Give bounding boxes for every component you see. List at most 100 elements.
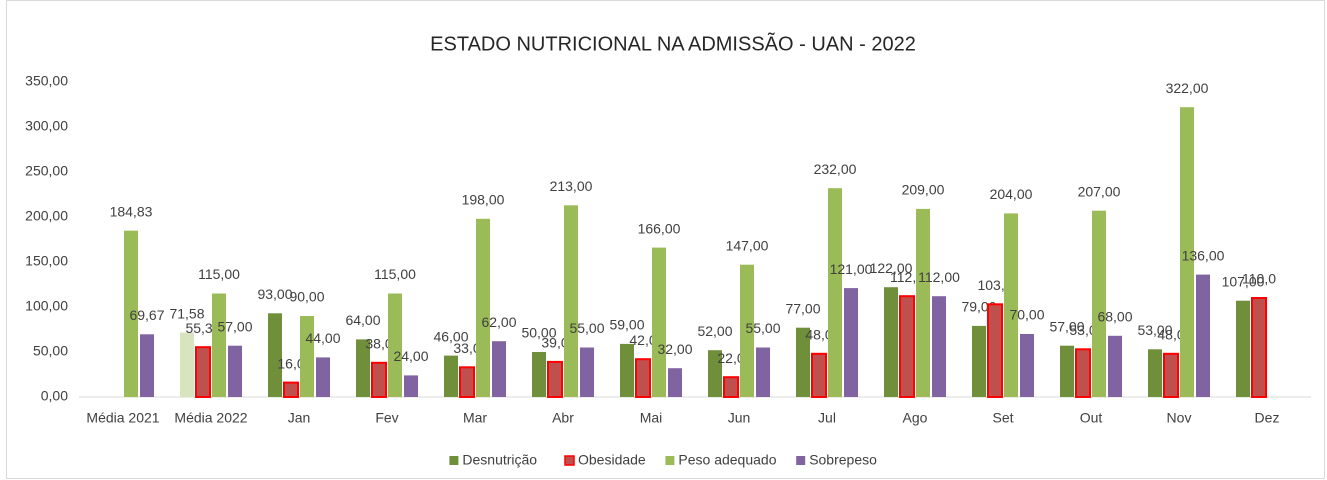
bar [180, 332, 194, 397]
y-tick-label: 250,00 [25, 163, 68, 179]
value-label: 70,00 [1009, 307, 1044, 323]
bar [444, 355, 458, 397]
x-tick-label: Mar [463, 410, 487, 426]
bar [620, 343, 634, 397]
value-label: 32,00 [657, 341, 692, 357]
bar [844, 288, 858, 397]
legend-label: Peso adequado [678, 452, 776, 468]
legend-label: Sobrepeso [809, 452, 877, 468]
value-label: 322,00 [1166, 80, 1209, 96]
bar [723, 376, 739, 399]
bar [140, 334, 154, 397]
value-label: 209,00 [902, 182, 945, 198]
value-label: 57,00 [217, 318, 252, 334]
y-tick-label: 350,00 [25, 73, 68, 89]
value-label: 107,00 [1222, 273, 1265, 289]
value-label: 55,35 [185, 320, 220, 336]
x-tick-label: Set [992, 410, 1013, 426]
bar [1004, 213, 1018, 397]
bar [356, 339, 370, 397]
x-tick-label: Dez [1255, 410, 1280, 426]
bar [796, 327, 810, 397]
value-label: 136,00 [1182, 247, 1225, 263]
x-tick-label: Nov [1167, 410, 1192, 426]
x-tick-label: Fev [375, 410, 398, 426]
bar [476, 218, 490, 397]
y-tick-label: 0,00 [41, 388, 68, 404]
bar [932, 296, 946, 397]
bar [547, 360, 563, 398]
value-label: 112,00 [918, 269, 960, 285]
bar [987, 303, 1003, 398]
bar [1196, 274, 1210, 397]
bar [268, 313, 282, 397]
value-label: 55,00 [745, 320, 780, 336]
value-label: 115,00 [198, 266, 240, 282]
bar [1163, 352, 1179, 398]
value-label: 90,00 [289, 289, 324, 305]
bar [532, 352, 546, 397]
bar [1020, 334, 1034, 397]
legend-label: Obesidade [578, 452, 646, 468]
value-label: 112,0 [890, 269, 924, 285]
value-label: 22,0 [717, 350, 744, 366]
value-label: 42,0 [629, 332, 656, 348]
value-label: 110,0 [1242, 271, 1276, 287]
value-label: 77,00 [785, 300, 820, 316]
bar [580, 347, 594, 397]
y-tick-label: 50,00 [33, 343, 68, 359]
x-tick-label: Jul [818, 410, 836, 426]
bar [668, 368, 682, 397]
value-label: 115,00 [374, 266, 416, 282]
legend-swatch [796, 456, 806, 465]
value-label: 62,00 [481, 314, 516, 330]
legend-label: Desnutrição [462, 452, 537, 468]
bar [884, 287, 898, 397]
legend-swatch [564, 455, 575, 466]
x-tick-label: Ago [903, 410, 928, 426]
bar [124, 230, 138, 397]
value-label: 147,00 [726, 237, 769, 253]
bar [811, 352, 827, 398]
value-label: 57,00 [1049, 318, 1084, 334]
x-tick-label: Jan [288, 410, 311, 426]
chart-border [6, 0, 1325, 479]
value-label: 121,00 [830, 261, 873, 277]
bar [756, 347, 770, 397]
bar [195, 346, 211, 398]
bar [1180, 107, 1194, 397]
bar [564, 205, 578, 397]
chart-title: ESTADO NUTRICIONAL NA ADMISSÃO - UAN - 2… [430, 31, 916, 55]
bar [1108, 335, 1122, 397]
value-label: 53,0 [1069, 322, 1096, 338]
bar [740, 264, 754, 397]
value-label: 204,00 [990, 186, 1033, 202]
y-tick-label: 150,00 [25, 253, 68, 269]
value-label: 103,0 [977, 277, 1012, 293]
value-label: 93,00 [257, 286, 292, 302]
value-label: 39,0 [541, 335, 568, 351]
value-label: 213,00 [550, 178, 593, 194]
bar [828, 188, 842, 397]
value-label: 50,00 [521, 325, 556, 341]
bar [972, 325, 986, 397]
y-tick-label: 100,00 [25, 298, 68, 314]
y-tick-label: 300,00 [25, 118, 68, 134]
value-label: 53,00 [1137, 322, 1172, 338]
legend-swatch [665, 456, 675, 465]
value-label: 52,00 [697, 323, 732, 339]
x-tick-label: Out [1080, 410, 1103, 426]
value-label: 33,0 [453, 340, 480, 356]
x-tick-label: Média 2021 [86, 410, 159, 426]
value-label: 48,0 [805, 327, 832, 343]
value-label: 69,67 [129, 307, 164, 323]
bar [899, 295, 915, 399]
x-tick-label: Jun [728, 410, 751, 426]
value-label: 64,00 [345, 312, 380, 328]
bar [492, 341, 506, 397]
value-label: 198,00 [462, 192, 505, 208]
bar [1092, 210, 1106, 397]
bar [916, 208, 930, 397]
value-label: 122,00 [870, 260, 913, 276]
bar [404, 375, 418, 397]
